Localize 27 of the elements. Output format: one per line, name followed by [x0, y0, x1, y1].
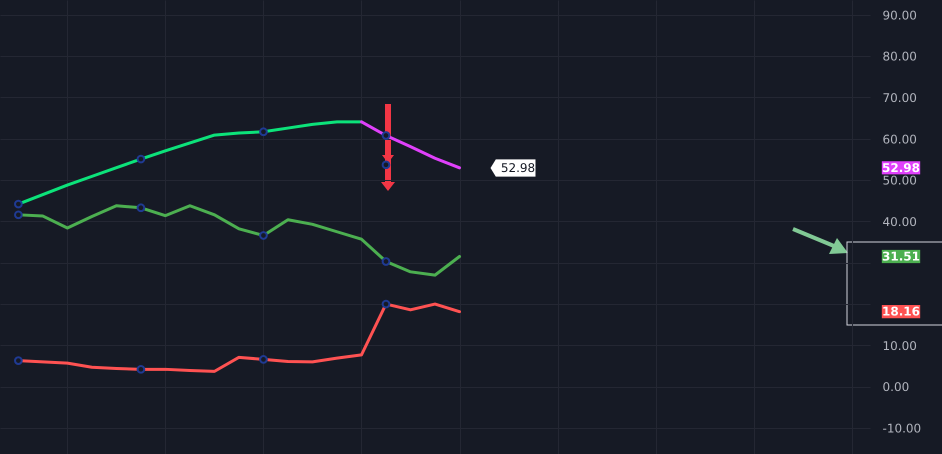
point [382, 257, 390, 266]
point [136, 364, 146, 374]
text: 31.51 [882, 249, 920, 264]
y-tick-label: -10.00 [882, 421, 922, 436]
point [259, 231, 268, 240]
point [382, 300, 390, 308]
point [14, 356, 23, 365]
point [382, 160, 390, 170]
y-tick-label: 10.00 [882, 338, 917, 353]
y-tick-label: 0.00 [882, 380, 910, 394]
y-tick-label: 60.00 [882, 132, 917, 146]
line-series [360, 120, 462, 170]
text: 52.98 [500, 161, 536, 175]
point [14, 200, 23, 208]
text: 52.98 [882, 160, 920, 175]
point [136, 203, 146, 212]
point [259, 355, 268, 364]
point [259, 127, 268, 136]
y-tick-label: 40.00 [882, 214, 917, 229]
text: 18.16 [882, 304, 920, 319]
y-tick-label: 80.00 [882, 50, 917, 64]
y-tick-label: 70.00 [882, 90, 917, 105]
point [382, 131, 390, 140]
y-tick-label: 50.00 [882, 174, 917, 188]
y-tick-label: 90.00 [882, 8, 917, 22]
point [136, 154, 146, 164]
point [14, 210, 23, 220]
